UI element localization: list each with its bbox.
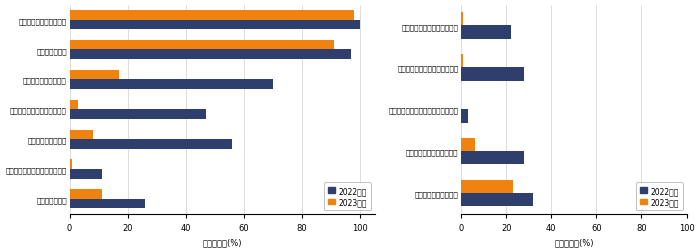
Bar [461, 68, 524, 81]
Bar [69, 160, 73, 169]
Bar [461, 193, 533, 206]
Bar [461, 180, 513, 193]
Bar [69, 199, 145, 209]
Bar [461, 151, 524, 165]
Legend: 2022年度, 2023年度: 2022年度, 2023年度 [324, 182, 371, 210]
Legend: 2022年度, 2023年度: 2022年度, 2023年度 [636, 182, 682, 210]
Bar [69, 100, 78, 110]
Bar [461, 138, 475, 151]
Bar [69, 80, 273, 89]
Bar [69, 110, 206, 119]
Bar [69, 11, 354, 20]
Bar [69, 130, 93, 140]
Bar [461, 110, 468, 123]
Bar [69, 20, 360, 30]
X-axis label: パーセント(%): パーセント(%) [554, 237, 594, 246]
Bar [69, 169, 101, 179]
Bar [69, 190, 101, 199]
Bar [69, 41, 334, 50]
Bar [69, 140, 232, 149]
X-axis label: パーセント(%): パーセント(%) [202, 237, 241, 246]
Bar [69, 50, 351, 60]
Bar [461, 13, 463, 26]
Bar [461, 55, 463, 68]
Bar [461, 26, 511, 40]
Bar [69, 71, 119, 80]
